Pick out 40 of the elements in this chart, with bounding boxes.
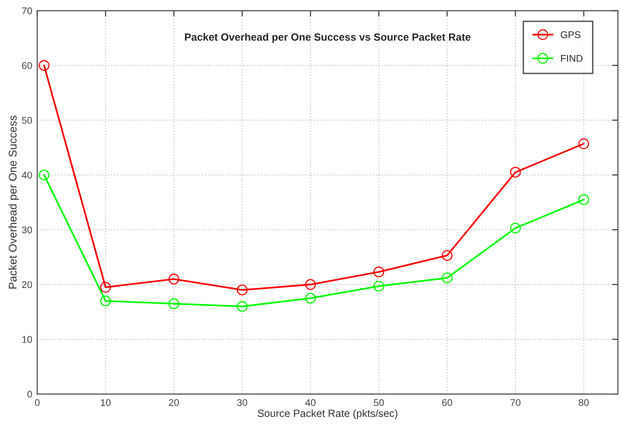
point	[305, 292, 316, 304]
point	[442, 272, 452, 284]
point	[168, 274, 180, 284]
y-axis-title: Packet Overhead per One Success	[8, 116, 19, 289]
y-tick-label: 70	[22, 7, 32, 14]
point	[236, 284, 248, 296]
point	[100, 282, 111, 293]
x-tick-label: 40	[305, 399, 316, 406]
point	[38, 60, 50, 71]
x-tick-label: 60	[442, 399, 452, 406]
point	[305, 279, 316, 290]
point	[373, 266, 384, 278]
point	[373, 280, 384, 292]
legend-label: FIND	[561, 54, 583, 62]
y-tick-label: 50	[22, 116, 32, 124]
y-tick-label: 40	[22, 172, 32, 179]
point	[578, 194, 590, 205]
text: Packet Overhead per One Success vs Source Packet Rate	[184, 33, 471, 43]
legend-label: GPS	[560, 31, 580, 38]
y-tick-label: 30	[22, 226, 32, 234]
x-axis-title: Source Packet Rate (pkts/sec)	[258, 409, 398, 420]
y-tick-label: 0	[27, 390, 32, 398]
x-tick-label: 10	[100, 399, 111, 406]
y-tick-label: 20	[22, 281, 32, 288]
point	[100, 296, 111, 306]
point	[578, 138, 590, 150]
x-tick-label: 30	[237, 399, 248, 406]
y-tick-label: 60	[22, 62, 32, 70]
point	[168, 298, 180, 310]
x-tick-label: 20	[168, 399, 179, 406]
point	[442, 250, 452, 261]
point	[510, 222, 521, 234]
x-tick-label: 80	[578, 399, 589, 406]
y-tick-label: 10	[22, 336, 32, 343]
x-tick-label: 50	[374, 399, 384, 406]
point	[38, 170, 50, 180]
point	[510, 166, 521, 178]
x-tick-label: 0	[34, 399, 40, 406]
x-tick-label: 70	[510, 399, 520, 406]
point	[236, 301, 248, 312]
